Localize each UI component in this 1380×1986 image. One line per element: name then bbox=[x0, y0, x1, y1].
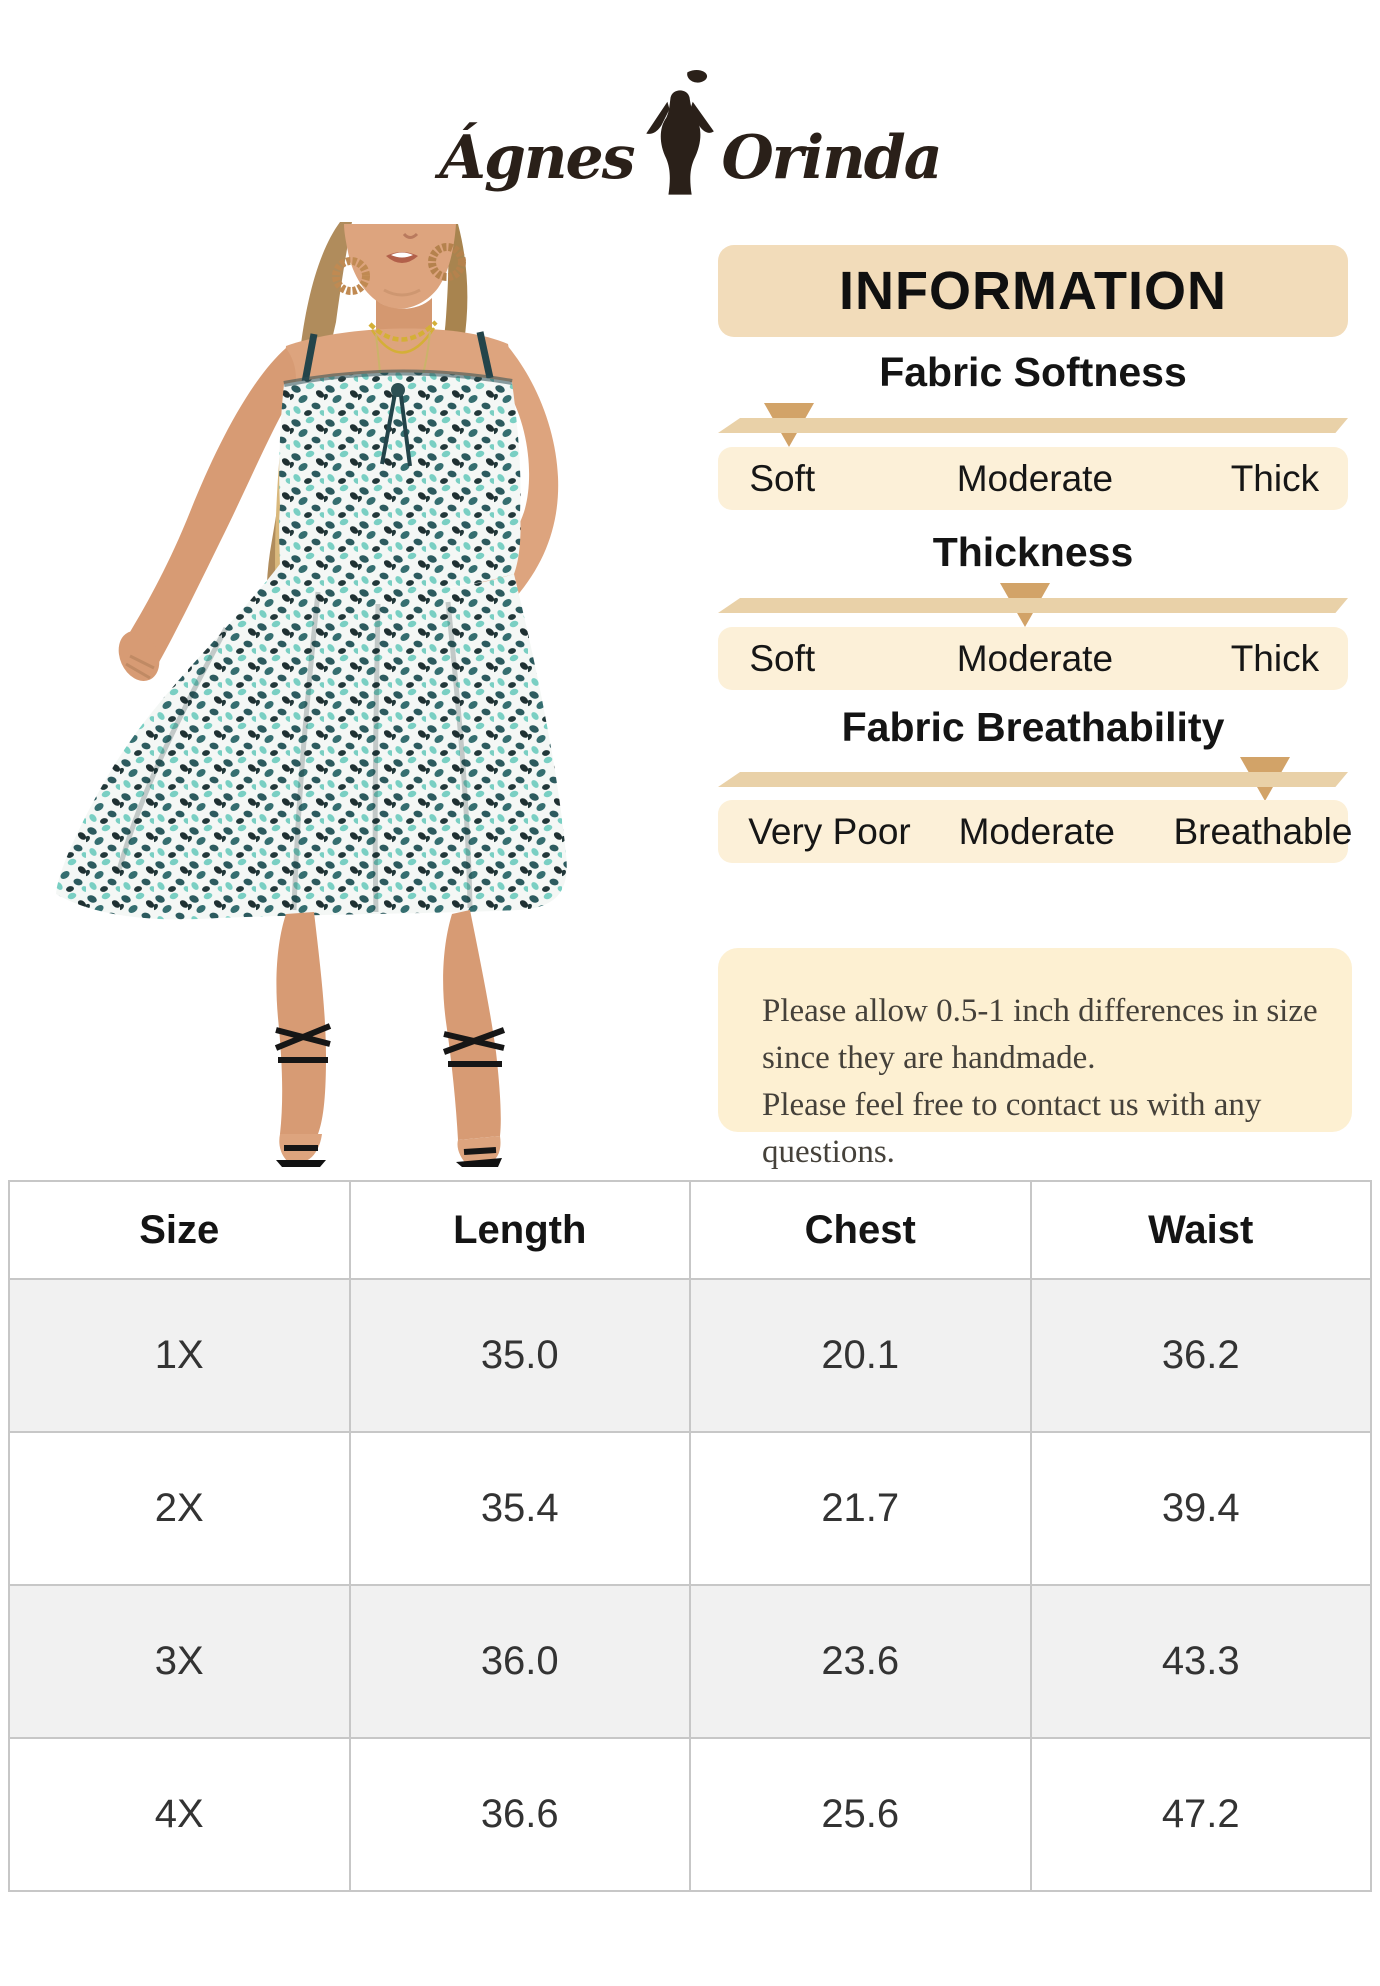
length-cell: 35.4 bbox=[348, 1431, 691, 1586]
length-cell: 35.0 bbox=[348, 1278, 691, 1433]
note-line: Please feel free to contact us with any … bbox=[762, 1087, 1262, 1170]
column-header-chest: Chest bbox=[689, 1180, 1032, 1280]
waist-cell: 36.2 bbox=[1029, 1278, 1372, 1433]
scale-label: Thick bbox=[1230, 638, 1320, 679]
fabric-softness-labels: Soft Moderate Thick bbox=[718, 447, 1348, 510]
fabric-softness-title: Fabric Softness bbox=[879, 349, 1187, 395]
scale-label: Soft bbox=[749, 638, 816, 679]
chest-cell: 20.1 bbox=[689, 1278, 1032, 1433]
size-cell: 4X bbox=[8, 1737, 351, 1892]
thickness-title: Thickness bbox=[932, 529, 1134, 575]
length-cell: 36.6 bbox=[348, 1737, 691, 1892]
chest-cell: 23.6 bbox=[689, 1584, 1032, 1739]
model-illustration bbox=[56, 222, 567, 1167]
woman-silhouette-icon bbox=[641, 68, 717, 196]
fabric-breathability-scale-bar bbox=[718, 772, 1348, 787]
fabric-softness-scale-bar bbox=[718, 418, 1348, 433]
table-header-row: Size Length Chest Waist bbox=[8, 1180, 1372, 1280]
size-cell: 1X bbox=[8, 1278, 351, 1433]
brand-name-left: Ágnes bbox=[439, 123, 635, 193]
information-header: INFORMATION bbox=[718, 245, 1348, 337]
size-chart-table: Size Length Chest Waist 1X 35.0 20.1 36.… bbox=[8, 1180, 1372, 1892]
column-header-size: Size bbox=[8, 1180, 351, 1280]
size-cell: 2X bbox=[8, 1431, 351, 1586]
scale-label: Moderate bbox=[956, 458, 1114, 499]
note-line: since they are handmade. bbox=[762, 1040, 1096, 1076]
waist-cell: 39.4 bbox=[1029, 1431, 1372, 1586]
table-row: 4X 36.6 25.6 47.2 bbox=[8, 1737, 1372, 1892]
brand-logo: Ágnes Orinda bbox=[0, 42, 1380, 196]
length-cell: 36.0 bbox=[348, 1584, 691, 1739]
table-row: 1X 35.0 20.1 36.2 bbox=[8, 1278, 1372, 1433]
waist-cell: 43.3 bbox=[1029, 1584, 1372, 1739]
fabric-breathability-title: Fabric Breathability bbox=[841, 704, 1225, 750]
brand-name-right: Orinda bbox=[721, 123, 942, 193]
thickness-scale-bar bbox=[718, 598, 1348, 613]
column-header-waist: Waist bbox=[1029, 1180, 1372, 1280]
size-cell: 3X bbox=[8, 1584, 351, 1739]
information-panel: INFORMATION Fabric Softness Soft Moderat… bbox=[718, 245, 1352, 1170]
scale-label: Moderate bbox=[958, 811, 1115, 852]
thickness-labels: Soft Moderate Thick bbox=[718, 627, 1348, 690]
note-line: Please allow 0.5-1 inch differences in s… bbox=[762, 993, 1318, 1029]
chest-cell: 21.7 bbox=[689, 1431, 1032, 1586]
scale-label: Moderate bbox=[956, 638, 1114, 679]
scale-label: Breathable bbox=[1173, 811, 1353, 852]
product-photo bbox=[18, 212, 580, 1167]
scale-label: Soft bbox=[749, 458, 816, 499]
handmade-note: Please allow 0.5-1 inch differences in s… bbox=[718, 948, 1352, 1170]
table-row: 3X 36.0 23.6 43.3 bbox=[8, 1584, 1372, 1739]
table-row: 2X 35.4 21.7 39.4 bbox=[8, 1431, 1372, 1586]
scale-label: Very Poor bbox=[748, 811, 911, 852]
column-header-length: Length bbox=[348, 1180, 691, 1280]
waist-cell: 47.2 bbox=[1029, 1737, 1372, 1892]
fabric-breathability-labels: Very Poor Moderate Breathable bbox=[718, 800, 1352, 863]
chest-cell: 25.6 bbox=[689, 1737, 1032, 1892]
scale-label: Thick bbox=[1230, 458, 1320, 499]
